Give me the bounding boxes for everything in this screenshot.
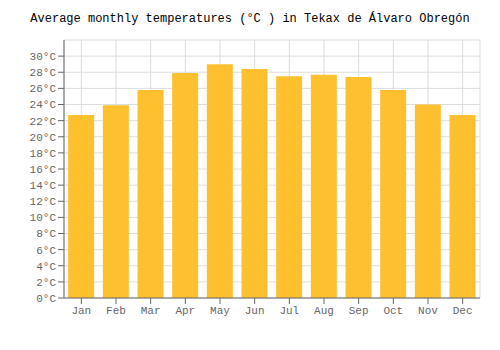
svg-text:8°C: 8°C (36, 228, 56, 240)
svg-text:10°C: 10°C (30, 212, 57, 224)
html-text:Average monthly temperatures (: Average monthly temperatures (°C ) in Te… (30, 12, 470, 26)
svg-text:Nov: Nov (418, 305, 438, 317)
svg-text:22°C: 22°C (30, 116, 57, 128)
svg-text:6°C: 6°C (36, 245, 56, 257)
svg-text:16°C: 16°C (30, 164, 57, 176)
svg-text:20°C: 20°C (30, 132, 57, 144)
svg-text:Oct: Oct (383, 305, 403, 317)
svg-text:2°C: 2°C (36, 277, 56, 289)
svg-text:0°C: 0°C (36, 293, 56, 305)
svg-text:18°C: 18°C (30, 148, 57, 160)
svg-text:12°C: 12°C (30, 196, 57, 208)
svg-text:Feb: Feb (106, 305, 126, 317)
svg-text:Apr: Apr (175, 305, 195, 317)
svg-text:Jun: Jun (245, 305, 265, 317)
svg-text:26°C: 26°C (30, 83, 57, 95)
svg-text:4°C: 4°C (36, 261, 56, 273)
svg-text:Aug: Aug (314, 305, 334, 317)
svg-text:May: May (210, 305, 230, 317)
svg-text:24°C: 24°C (30, 99, 57, 111)
svg-text:Jan: Jan (71, 305, 91, 317)
svg-text:14°C: 14°C (30, 180, 57, 192)
svg-text:Jul: Jul (279, 305, 299, 317)
svg-text:30°C: 30°C (30, 51, 57, 63)
svg-text:Mar: Mar (141, 305, 161, 317)
svg-text:Dec: Dec (453, 305, 473, 317)
svg-text:Sep: Sep (349, 305, 369, 317)
svg-text:28°C: 28°C (30, 67, 57, 79)
